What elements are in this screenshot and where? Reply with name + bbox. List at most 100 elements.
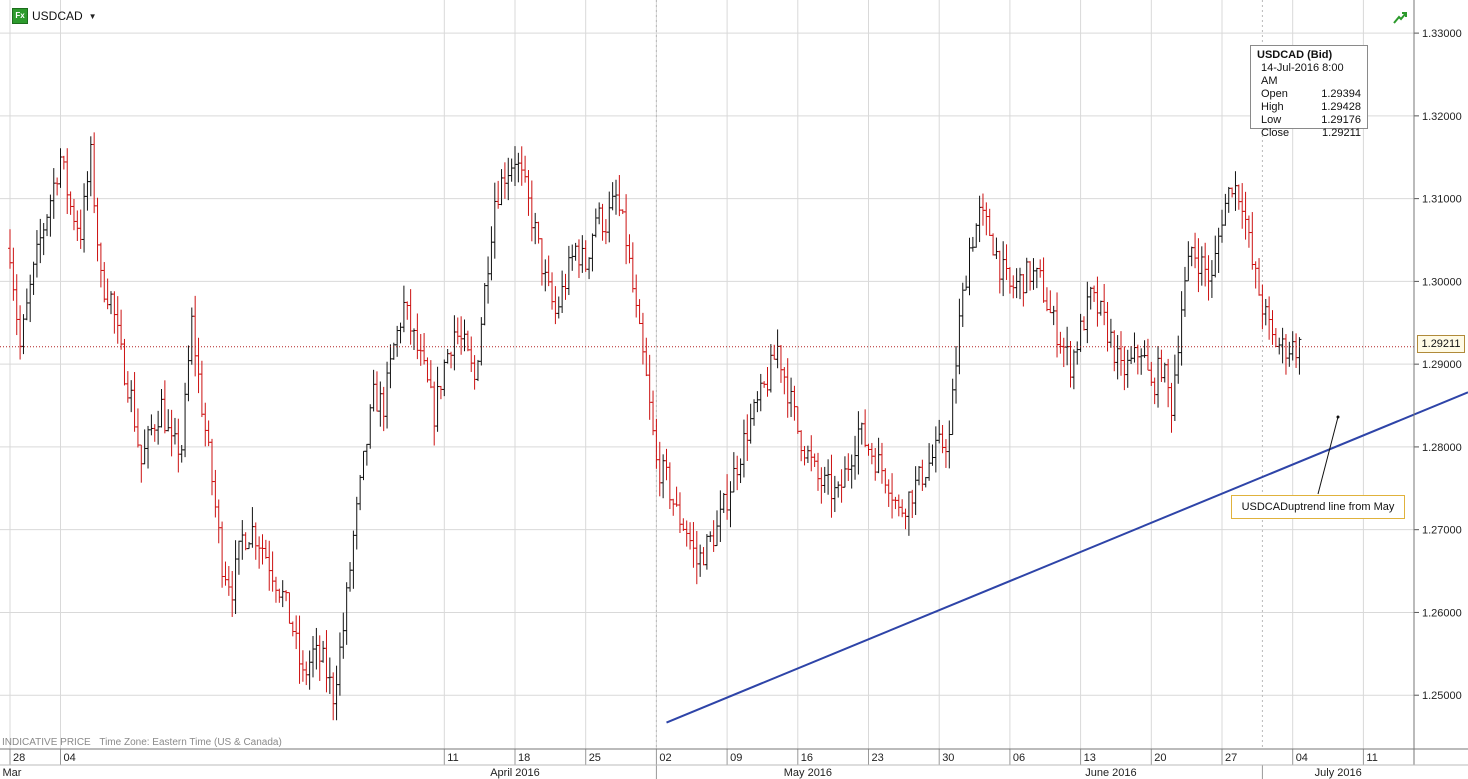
x-tick-label: 23 [872, 752, 884, 764]
ohlc-bar [1236, 184, 1241, 210]
x-tick-label: 20 [1154, 752, 1166, 764]
trend-arrow-icon[interactable] [1392, 10, 1408, 26]
ohlc-bar [859, 422, 864, 445]
ohlc-bar [1280, 327, 1285, 364]
ohlc-bar [1246, 215, 1251, 248]
ohlc-bar [68, 191, 73, 215]
ohlc-bar [974, 223, 979, 248]
ohlc-bar [1081, 316, 1086, 331]
ohlc-bar [1233, 171, 1238, 211]
ohlc-bar [300, 650, 305, 682]
ohlc-bar [98, 242, 103, 288]
ohlc-bar [368, 404, 373, 449]
ohlc-bar [502, 162, 507, 199]
ohlc-bar [78, 209, 83, 249]
ohlc-bar [65, 148, 70, 214]
ohlc-bar [11, 247, 16, 301]
ohlc-bar [846, 453, 851, 481]
ohlc-bar [553, 286, 558, 325]
ohlc-bar [506, 157, 511, 201]
ohlc-bar [18, 305, 23, 360]
ohlc-bar [102, 262, 107, 303]
ohlc-bar [869, 442, 874, 465]
ohlc-bar [694, 530, 699, 585]
ohlc-bar [1179, 291, 1184, 366]
ohlc-bar [513, 146, 517, 187]
ohlc-bar [122, 338, 127, 386]
ohlc-bar [442, 359, 447, 397]
ohlc-bar [1290, 331, 1295, 361]
ohlc-bar [233, 540, 238, 615]
ohlc-bar [226, 566, 231, 596]
ohlc-bar [748, 403, 753, 444]
ohlc-bar [1028, 261, 1033, 291]
ohlc-bar [718, 490, 723, 542]
chevron-down-icon[interactable]: ▼ [88, 11, 97, 21]
ohlc-bar [1226, 186, 1231, 213]
ohlc-bar [24, 288, 29, 321]
ohlc-bar [374, 371, 379, 412]
ohlc-bar [836, 481, 841, 498]
ohlc-bar [1257, 258, 1262, 296]
ohlc-bar [1112, 330, 1117, 372]
ohlc-bar [1186, 241, 1191, 282]
ohlc-bar [1105, 301, 1110, 352]
ohlc-bar [179, 445, 184, 463]
ohlc-bar [842, 456, 847, 488]
ohlc-bar [314, 627, 319, 670]
ohlc-bar [176, 418, 181, 473]
x-tick-label: 30 [942, 752, 954, 764]
ohlc-bar [640, 312, 645, 365]
ohlc-bar [896, 494, 901, 517]
ohlc-bar [566, 245, 571, 296]
ohlc-bar [388, 344, 393, 389]
ohlc-bar [576, 239, 581, 278]
ohlc-bar [422, 333, 427, 365]
ohlc-bar [735, 455, 740, 491]
uptrend-line[interactable] [666, 391, 1468, 724]
ohlc-bar [1230, 187, 1235, 198]
ohlc-bar [708, 531, 713, 542]
ohlc-bar [378, 381, 383, 427]
ohlc-bar [782, 367, 787, 395]
ohlc-bar [425, 357, 430, 383]
ohlc-bar [341, 612, 346, 659]
ohlc-bar [573, 242, 578, 261]
ohlc-bar [671, 498, 676, 516]
ohlc-bar [583, 240, 588, 272]
ohlc-bar [1119, 331, 1123, 376]
ohlc-bar [1034, 267, 1039, 289]
ohlc-bar [55, 177, 60, 196]
ohlc-bar [321, 640, 326, 663]
y-tick-label: 1.26000 [1422, 607, 1462, 619]
ohlc-bar [637, 299, 642, 325]
ohlc-bar [475, 359, 480, 382]
ohlc-bar [977, 195, 982, 243]
ohlc-bar [964, 275, 969, 291]
ohlc-bar [1021, 273, 1026, 307]
ohlc-bar [297, 615, 302, 684]
ohlc-bar [704, 534, 709, 570]
ohlc-bar [822, 466, 827, 493]
ohlc-bar [260, 534, 265, 565]
ohlc-bar [960, 282, 965, 328]
ohlc-bar [523, 155, 528, 183]
instrument-symbol[interactable]: USDCAD [32, 9, 83, 23]
ohlc-bar [997, 250, 1002, 294]
month-label: April 2016 [490, 767, 540, 779]
ohlc-bar [967, 237, 972, 296]
ohlc-bar [906, 491, 911, 536]
ohlc-bar [1115, 335, 1120, 380]
grid [0, 0, 1414, 749]
ohlc-bar [816, 452, 820, 491]
ohlc-bar [1193, 232, 1198, 269]
instrument-header[interactable]: Fx USDCAD ▼ [0, 6, 97, 26]
y-tick-label: 1.28000 [1422, 442, 1462, 454]
ohlc-bar [826, 459, 831, 495]
ohlc-bar [331, 672, 336, 721]
ohlc-bar [253, 522, 258, 560]
ohlc-bar [351, 530, 356, 589]
ohlc-bar [853, 435, 858, 480]
ohlc-bar [1129, 346, 1134, 365]
ohlc-close-row: Close 1.29211 [1261, 127, 1361, 139]
